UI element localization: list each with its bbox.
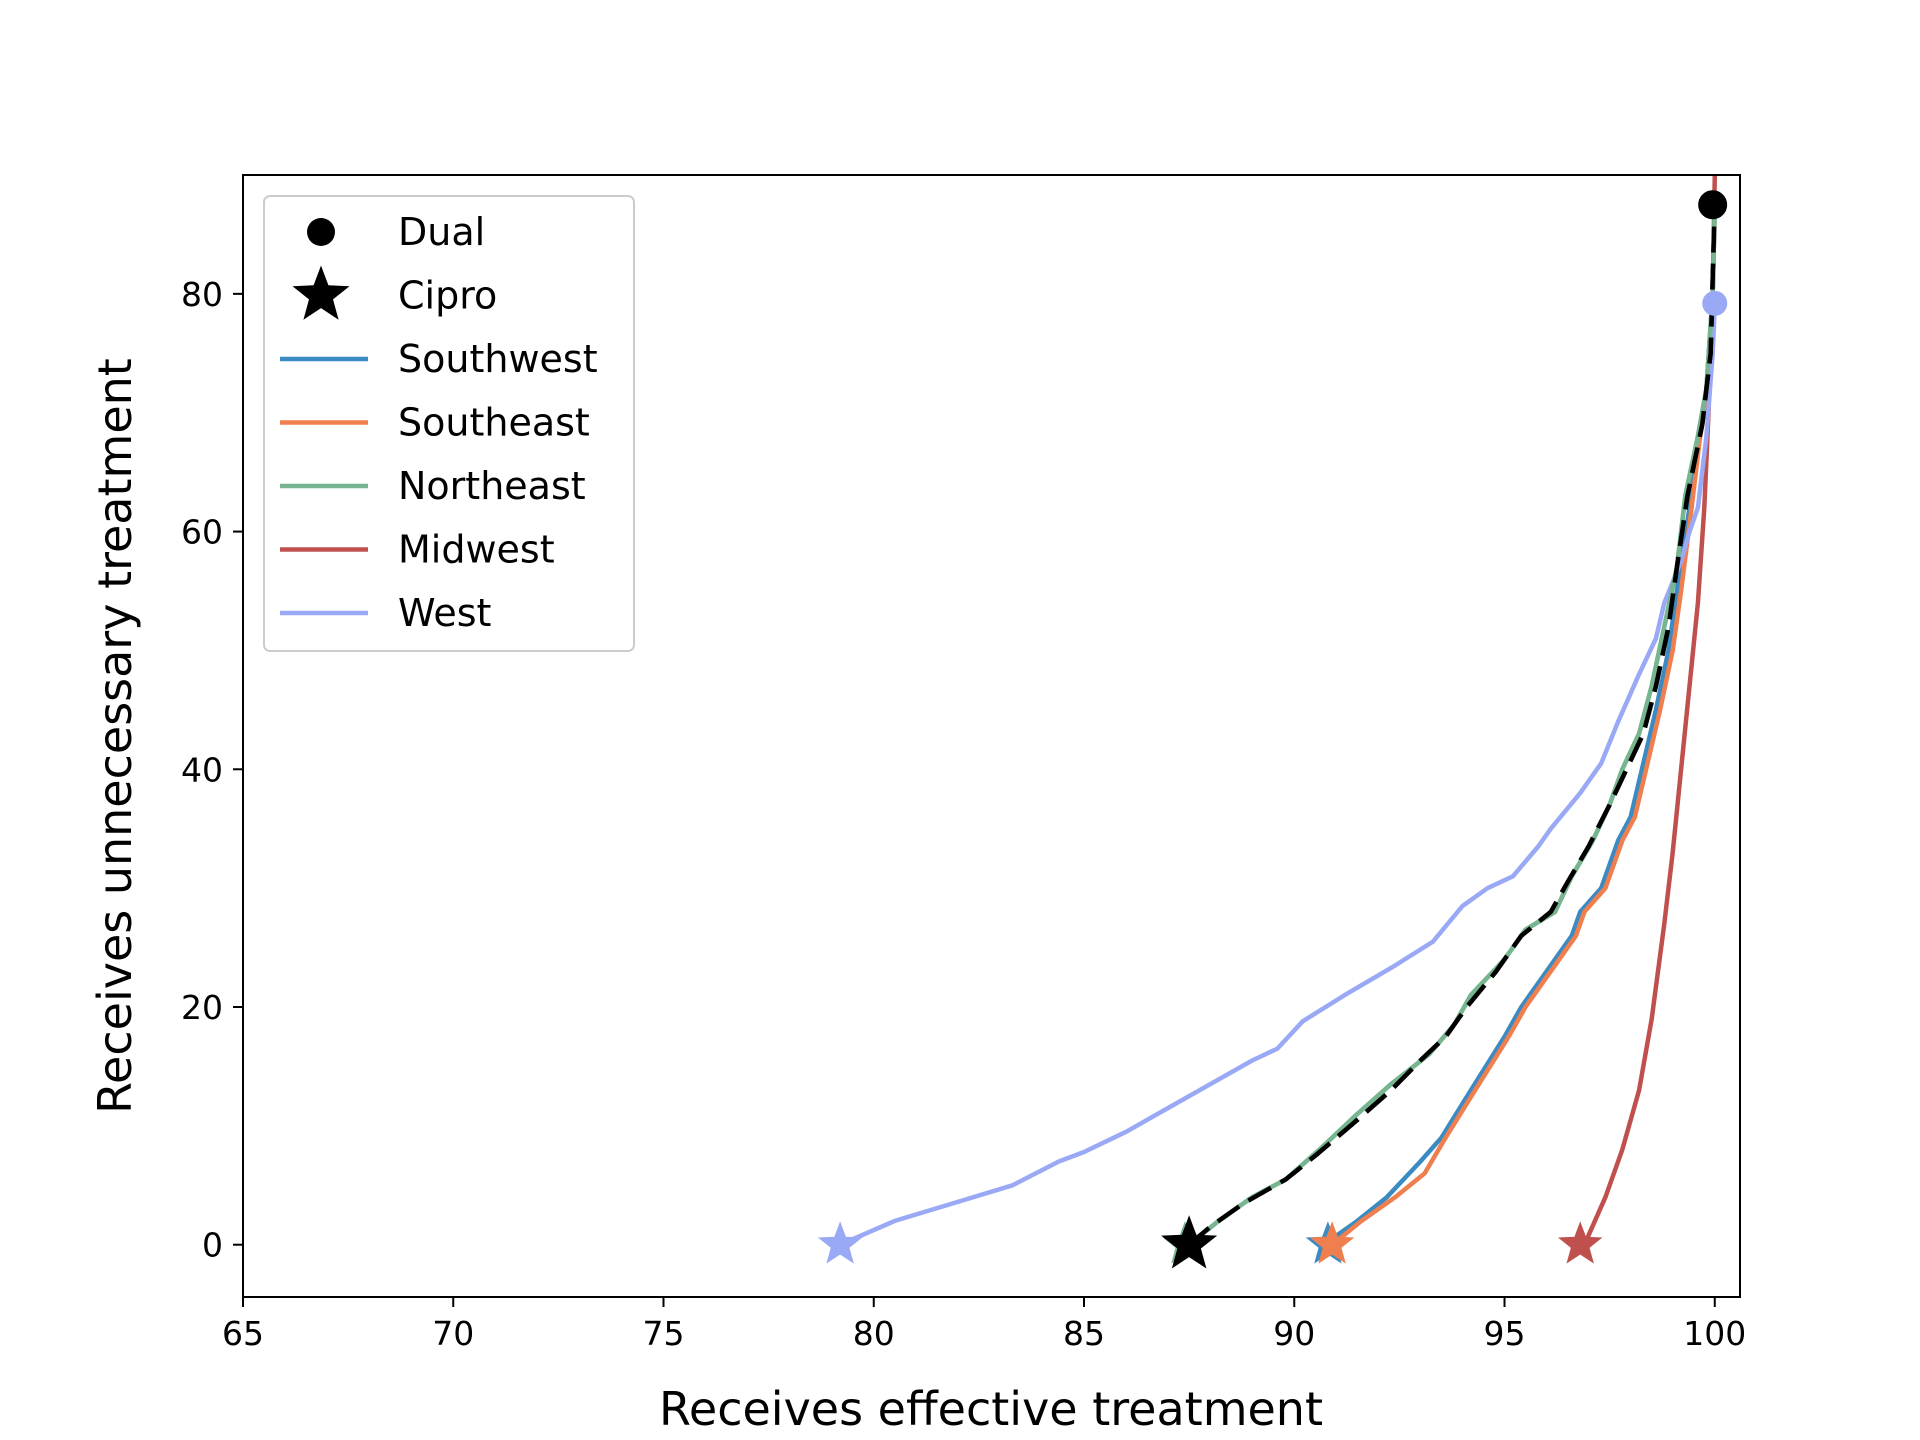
x-axis-label: Receives effective treatment [659, 1382, 1323, 1436]
x-tick-label: 85 [1063, 1314, 1105, 1353]
legend-label: Southwest [398, 337, 598, 381]
y-tick-label: 0 [202, 1226, 223, 1265]
legend-label: Dual [398, 210, 485, 254]
series-line-top-overall [1187, 204, 1718, 1247]
legend-label: Southeast [398, 401, 590, 445]
legend-box [263, 195, 635, 652]
y-axis-label: Receives unnecessary treatment [88, 358, 142, 1114]
x-tick-label: 65 [222, 1314, 264, 1353]
y-tick-label: 20 [181, 988, 223, 1027]
series-line-southeast [1330, 204, 1718, 1247]
y-axis: 0 20 40 60 80 [181, 275, 243, 1265]
legend-item-northeast: Northeast [280, 464, 586, 508]
y-tick-label: 40 [181, 750, 223, 789]
cipro-marker-west [817, 1221, 863, 1264]
x-tick-label: 70 [432, 1314, 474, 1353]
legend-item-cipro: Cipro [292, 265, 497, 320]
x-axis: 65 70 75 80 85 90 95 100 [222, 1297, 1746, 1353]
legend-item-southeast: Southeast [280, 401, 590, 445]
legend-label: West [398, 591, 491, 635]
cipro-marker-overall [1161, 1215, 1218, 1269]
legend-swatch [307, 218, 335, 246]
legend-item-west: West [280, 591, 491, 635]
plot-frame [242, 174, 1741, 1298]
legend-swatch [292, 265, 350, 320]
legend-item-dual: Dual [307, 210, 485, 254]
legend-item-southwest: Southwest [280, 337, 598, 381]
legend-label: Northeast [398, 464, 586, 508]
x-tick-label: 80 [853, 1314, 895, 1353]
cipro-marker-midwest [1557, 1221, 1603, 1264]
x-tick-label: 90 [1273, 1314, 1315, 1353]
y-tick-label: 60 [181, 513, 223, 552]
legend-label: Cipro [398, 274, 497, 318]
y-tick-label: 80 [181, 275, 223, 314]
legend-item-midwest: Midwest [280, 528, 555, 572]
dual-marker-overall [1698, 190, 1728, 220]
marker-layer [817, 190, 1728, 1269]
legend: Dual Cipro Southwest Southeast Northeast Midw… [263, 195, 635, 652]
x-tick-label: 100 [1683, 1314, 1746, 1353]
dual-marker-west [1702, 290, 1728, 316]
legend-label: Midwest [398, 528, 555, 572]
x-tick-label: 75 [643, 1314, 685, 1353]
x-tick-label: 95 [1484, 1314, 1526, 1353]
series-layer [839, 175, 1718, 1247]
cipro-marker-southeast [1309, 1221, 1355, 1264]
